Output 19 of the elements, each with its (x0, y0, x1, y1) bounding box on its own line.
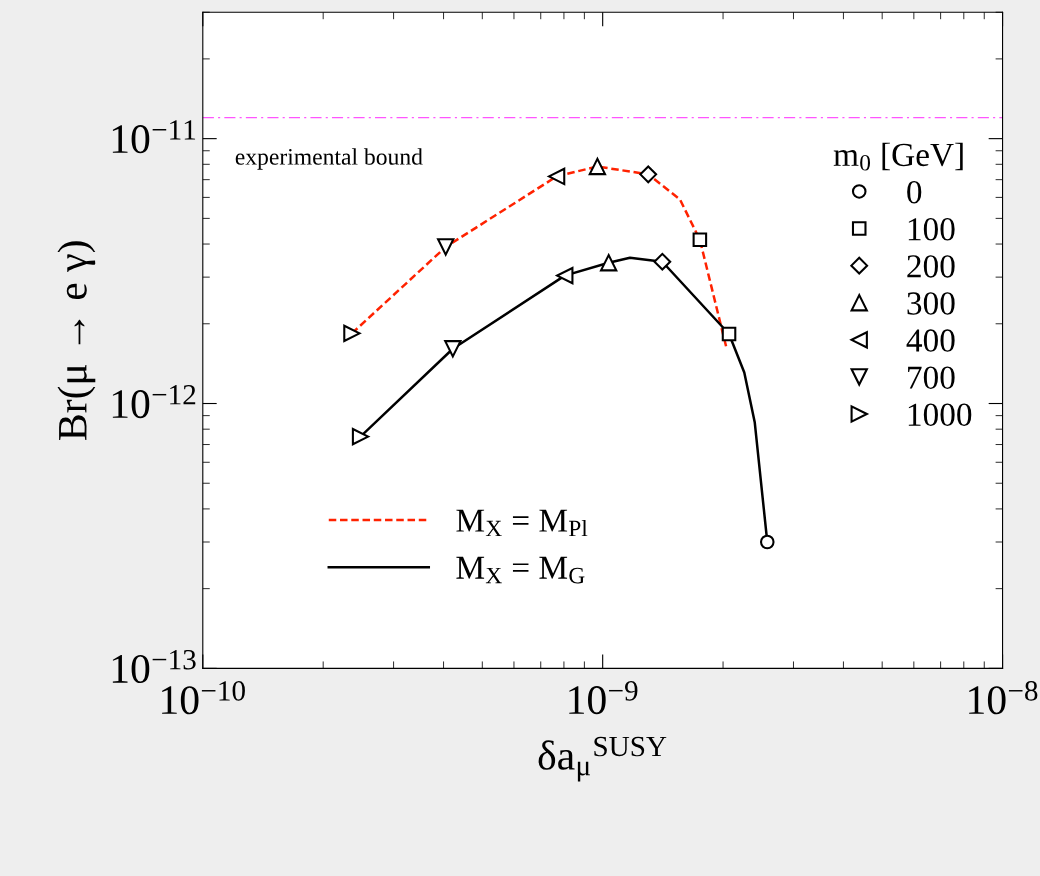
legend-label: 300 (907, 292, 955, 315)
x-axis-title: δa$_{μ}$$^{SUSY}$ (538, 736, 667, 782)
y-tick-label: 10$^{−12}$ (112, 385, 196, 419)
legend-label: 100 (908, 218, 955, 241)
x-tick-label: 10$^{−8}$ (969, 681, 1038, 715)
y-axis-title: Br(μ → e γ) (57, 241, 96, 440)
legend-label: 0 (907, 180, 922, 204)
y-tick-label: 10$^{−11}$ (112, 120, 196, 154)
legend-title: m$_{0}$ [GeV] (833, 142, 963, 171)
x-tick-label: 10$^{−9}$ (569, 681, 638, 715)
legend-label: 400 (906, 329, 955, 352)
y-tick-label: 10$^{−13}$ (112, 649, 196, 684)
legend-label: 700 (908, 366, 955, 389)
x-tick-label: 10$^{−10}$ (162, 681, 245, 715)
legend-label: 1000 (908, 403, 972, 427)
legend-label: 200 (907, 255, 955, 278)
ref-line-label: experimental bound (235, 148, 423, 170)
legend-label: M$_{X}$ = M$_{Pl}$ (456, 509, 588, 537)
legend-label: M$_{X}$ = M$_{G}$ (456, 556, 585, 584)
